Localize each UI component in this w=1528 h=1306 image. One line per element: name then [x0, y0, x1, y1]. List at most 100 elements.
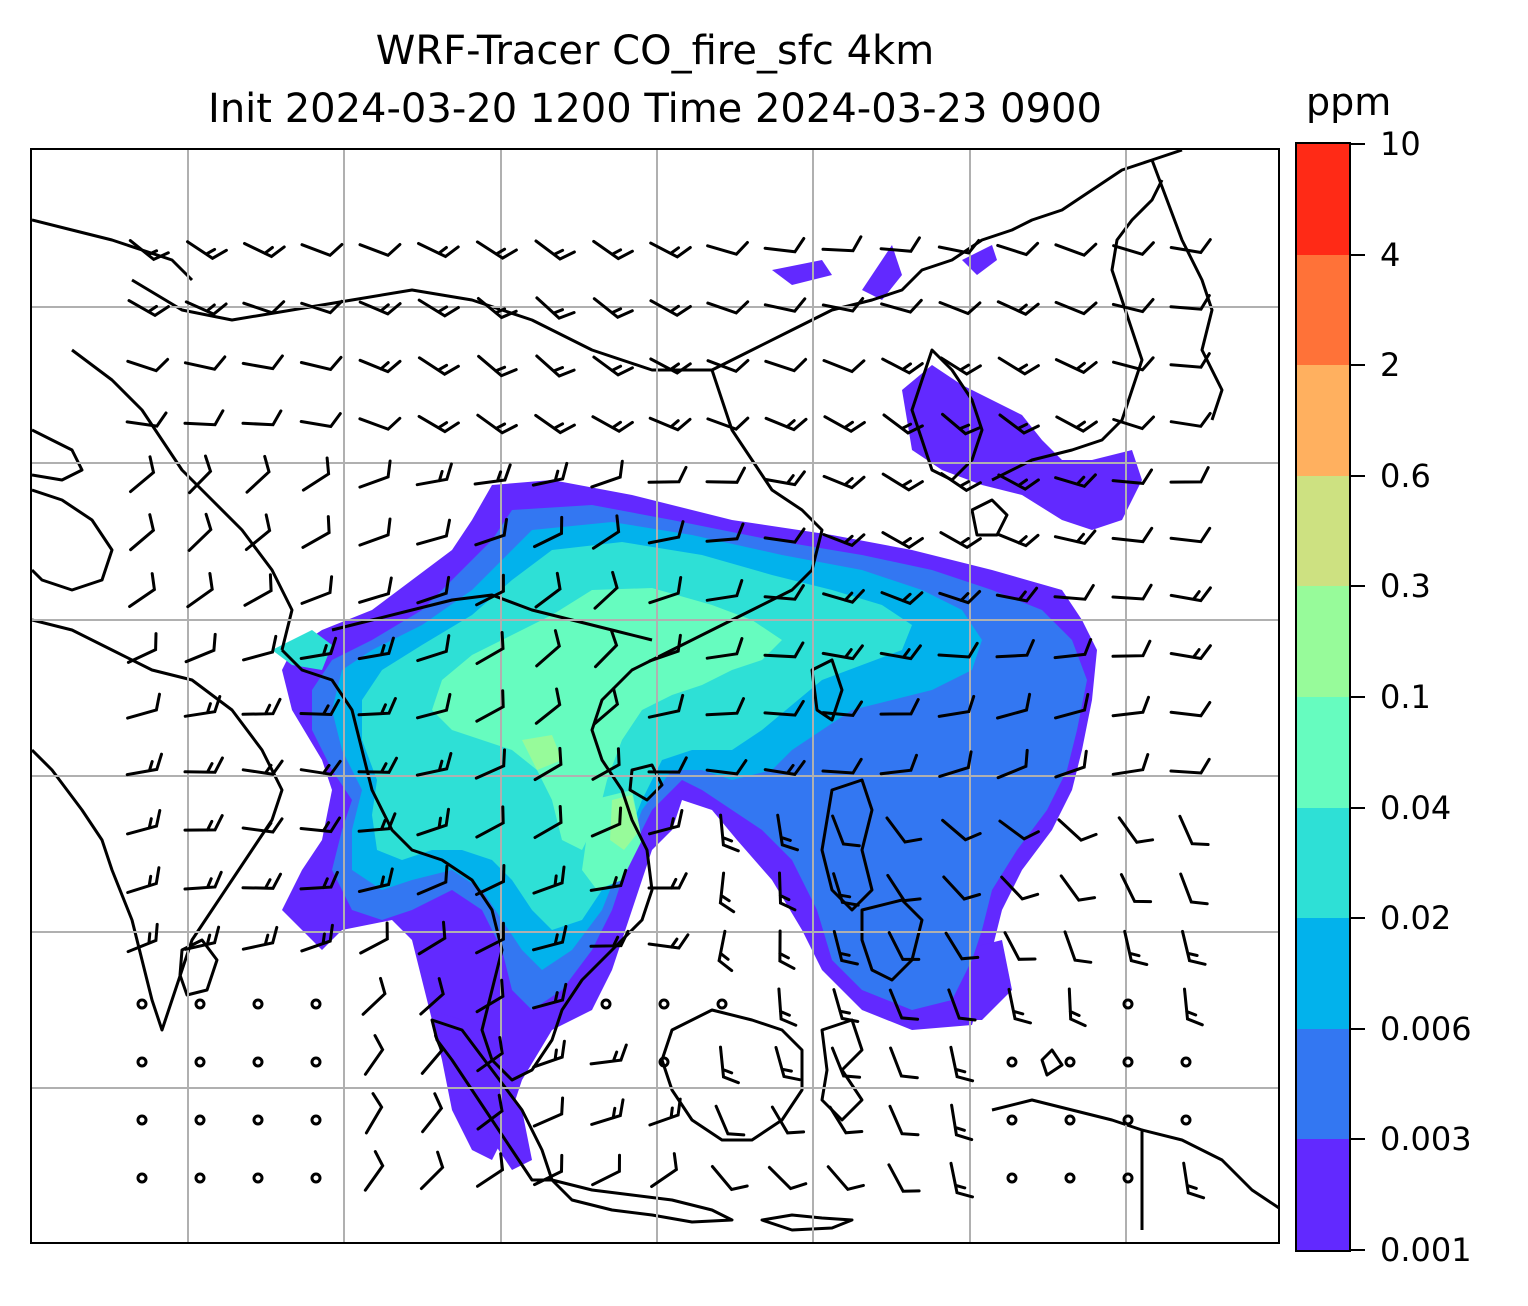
wind-barb — [882, 413, 924, 435]
calm-wind-circle — [1064, 1172, 1076, 1184]
wind-barb — [532, 865, 566, 895]
wind-barb — [706, 300, 750, 315]
wind-barb — [821, 297, 865, 313]
wind-barb — [821, 644, 864, 661]
wind-barb — [822, 474, 866, 490]
wind-barb — [764, 357, 808, 373]
wind-barb — [705, 579, 744, 602]
wind-barb — [1112, 415, 1155, 431]
wind-barb — [770, 1105, 806, 1135]
wind-barb — [647, 756, 688, 774]
wind-barb — [241, 817, 284, 834]
wind-barb — [938, 750, 973, 778]
wind-barb — [939, 531, 982, 550]
wind-barb — [763, 237, 806, 254]
wind-barb — [591, 514, 621, 550]
wind-barb — [533, 1153, 564, 1187]
wind-barb — [473, 463, 512, 486]
wind-barb — [243, 573, 273, 607]
wind-barb — [300, 299, 344, 315]
calm-wind-circle — [1180, 1056, 1192, 1068]
wind-barb — [879, 236, 921, 253]
wind-barb — [705, 637, 744, 660]
wind-barb — [718, 871, 736, 914]
colorbar-tick — [1351, 585, 1365, 588]
calm-wind-circle — [252, 1056, 264, 1068]
wind-barb — [1054, 242, 1098, 257]
wind-barb — [126, 357, 170, 373]
wind-barb — [1059, 874, 1097, 902]
coast-newguinea — [991, 1098, 1278, 1210]
coast-central-asia — [32, 218, 194, 282]
wind-barb — [996, 692, 1032, 720]
wind-barb — [1169, 586, 1212, 603]
coast-japan-honshu — [991, 179, 1164, 482]
wind-barb — [361, 976, 387, 1016]
wind-barb — [996, 300, 1040, 316]
wind-barb — [648, 416, 692, 432]
wind-barb — [245, 454, 271, 494]
coast-east-asia-north — [1150, 159, 1224, 421]
calm-wind-circle — [310, 1172, 322, 1184]
plume-level-002-west — [272, 630, 332, 670]
calm-wind-circle — [1180, 1114, 1192, 1126]
wind-barb — [950, 1103, 974, 1142]
wind-barb — [937, 239, 981, 255]
wind-barb — [1112, 356, 1155, 372]
wind-barb — [880, 591, 924, 606]
wind-barb — [647, 693, 685, 719]
plume-level-0001-ne3 — [772, 260, 832, 285]
wind-barb — [417, 414, 460, 434]
wind-barb — [591, 415, 634, 434]
coast-nusa — [760, 1213, 854, 1232]
colorbar-tick — [1351, 474, 1365, 477]
wind-barb — [589, 1043, 628, 1066]
wind-barb — [763, 584, 805, 601]
wind-barb — [184, 300, 228, 316]
wind-barb — [647, 465, 688, 484]
wind-barb — [705, 697, 745, 717]
colorbar-segment — [1297, 1138, 1349, 1250]
wind-barb — [822, 533, 866, 548]
wind-barb — [888, 988, 920, 1021]
wind-barb — [1111, 526, 1154, 544]
wind-barb — [592, 355, 634, 377]
wind-barb — [1169, 466, 1210, 484]
wind-barb — [593, 570, 619, 610]
wind-barb — [126, 866, 161, 894]
wind-barb — [183, 756, 224, 774]
wind-barb — [417, 356, 460, 376]
colorbar-tick — [1351, 806, 1365, 809]
wind-barb — [944, 931, 980, 961]
wind-barb — [947, 988, 977, 1022]
wind-barb — [763, 527, 806, 544]
calm-wind-circle — [1122, 1172, 1134, 1184]
wind-barb — [1055, 415, 1098, 433]
wind-barb — [535, 629, 561, 668]
wind-barb — [363, 1034, 385, 1076]
wind-barb — [650, 1152, 679, 1188]
wind-barb — [647, 872, 688, 890]
wind-barb — [475, 978, 505, 1014]
wind-barb — [359, 921, 389, 955]
wind-barb — [415, 462, 453, 487]
wind-barb — [476, 297, 518, 320]
wind-barb — [828, 1105, 864, 1135]
wind-barb — [764, 416, 808, 432]
wind-barb — [357, 867, 394, 893]
coast-china-north — [711, 150, 1183, 372]
wind-barb — [357, 697, 397, 717]
calm-wind-circle — [194, 1114, 206, 1126]
wind-barb — [591, 747, 621, 781]
wind-barb — [126, 922, 159, 954]
wind-barb — [705, 466, 746, 484]
coast-sumatra — [430, 1018, 554, 1182]
wind-barb — [714, 1104, 746, 1137]
wind-barb — [299, 759, 342, 776]
wind-barb — [358, 300, 402, 316]
wind-barb — [823, 415, 866, 434]
wind-barb — [188, 454, 213, 495]
plume-level-0001-north — [902, 365, 1142, 530]
wind-barb — [778, 929, 796, 970]
wind-barb — [1053, 638, 1093, 660]
